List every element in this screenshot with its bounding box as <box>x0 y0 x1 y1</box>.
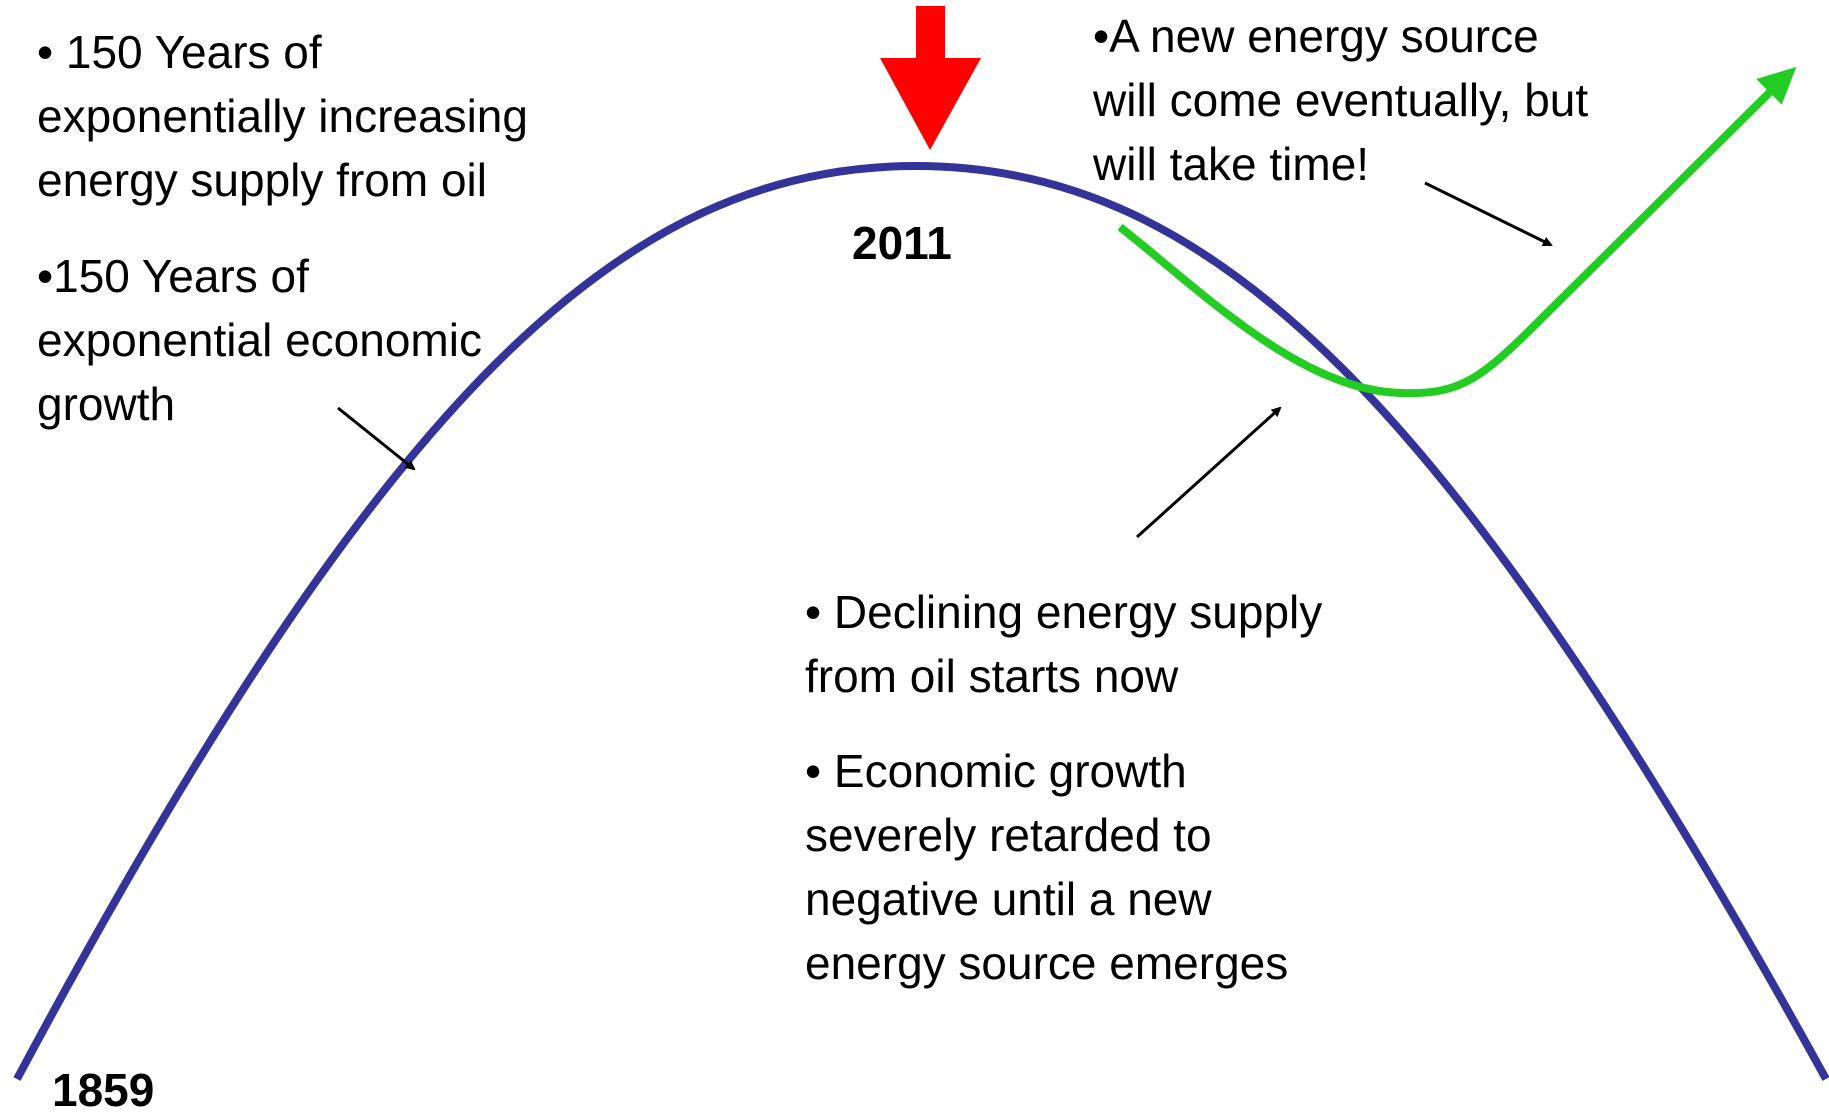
annotation-line: from oil starts now <box>805 650 1179 702</box>
annotation-line: •150 Years of <box>37 250 309 302</box>
pointer-arrow <box>337 406 416 471</box>
new-energy-arrowhead <box>1756 66 1797 105</box>
annotation-line: growth <box>37 378 175 430</box>
peak-arrow <box>880 6 981 150</box>
pointer-arrow <box>1424 181 1553 247</box>
annotation-line: • 150 Years of <box>37 26 322 78</box>
annotation-line: negative until a new <box>805 873 1212 925</box>
annotation-line: severely retarded to <box>805 809 1212 861</box>
annotation-line: will come eventually, but <box>1092 74 1588 126</box>
annotation-line: exponentially increasing <box>37 90 528 142</box>
annotation-line: • Declining energy supply <box>805 586 1322 638</box>
pointer-arrow <box>1135 406 1282 539</box>
start-year: 1859 <box>52 1064 154 1112</box>
new-energy-curve <box>1117 89 1773 398</box>
annotation-line: • Economic growth <box>805 745 1187 797</box>
annotation-line: energy source emerges <box>805 937 1288 989</box>
peak-year: 2011 <box>852 217 952 269</box>
annotation-line: will take time! <box>1092 138 1369 190</box>
oil-curve <box>13 161 1829 1081</box>
annotation-line: •A new energy source <box>1093 10 1539 62</box>
annotation-line: exponential economic <box>37 314 482 366</box>
annotation-line: energy supply from oil <box>37 154 487 206</box>
